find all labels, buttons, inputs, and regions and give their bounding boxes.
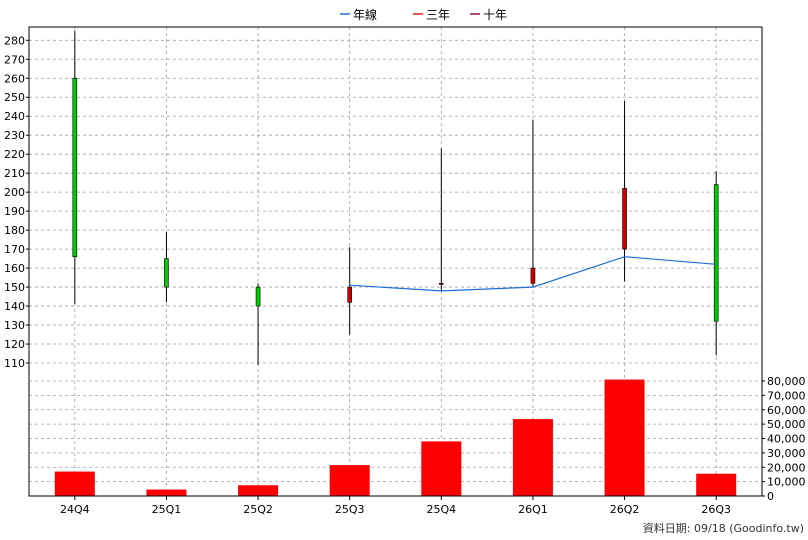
price-tick-label-220: 220 — [4, 148, 25, 161]
x-tick-label-26Q2: 26Q2 — [610, 503, 640, 516]
price-tick-label-140: 140 — [4, 300, 25, 313]
price-axis-ticks: 110 120 130 140 150 160 170 180 190 200 210 220 230 2… — [4, 34, 29, 370]
volume-tick-label-10000: 10,000 — [767, 476, 806, 489]
candlesticks — [72, 30, 719, 365]
price-tick-label-250: 250 — [4, 91, 25, 104]
x-tick-label-26Q1: 26Q1 — [518, 503, 548, 516]
year-line — [349, 256, 717, 292]
x-tick-label-24Q4: 24Q4 — [60, 503, 90, 516]
x-tick-label-25Q2: 25Q2 — [243, 503, 273, 516]
x-tick-label-25Q3: 25Q3 — [335, 503, 365, 516]
x-tick-label-26Q3: 26Q3 — [701, 503, 731, 516]
price-tick-label-180: 180 — [4, 224, 25, 237]
price-tick-label-230: 230 — [4, 129, 25, 142]
volume-bar-25Q1 — [146, 489, 187, 496]
price-tick-label-110: 110 — [4, 357, 25, 370]
volume-bars — [54, 379, 737, 496]
volume-bar-26Q1 — [512, 419, 553, 496]
volume-tick-label-70000: 70,000 — [767, 389, 806, 402]
candle-body-26Q2 — [622, 188, 627, 250]
volume-tick-label-0: 0 — [767, 490, 774, 503]
volume-bar-26Q3 — [696, 473, 737, 496]
x-tick-label-25Q4: 25Q4 — [426, 503, 456, 516]
price-tick-label-170: 170 — [4, 243, 25, 256]
price-tick-label-270: 270 — [4, 53, 25, 66]
price-tick-label-190: 190 — [4, 205, 25, 218]
candle-body-26Q3 — [713, 184, 719, 322]
volume-bar-25Q4 — [421, 441, 462, 496]
legend-label-1: 三年 — [426, 8, 450, 22]
x-tick-label-25Q1: 25Q1 — [152, 503, 182, 516]
price-tick-label-260: 260 — [4, 72, 25, 85]
candle-body-25Q4 — [439, 282, 444, 285]
chart-frame — [28, 26, 763, 497]
candle-body-24Q4 — [72, 77, 78, 258]
candle-body-25Q2 — [255, 286, 261, 307]
volume-tick-label-80000: 80,000 — [767, 375, 806, 388]
price-tick-label-150: 150 — [4, 281, 25, 294]
chart-legend: 年線 三年 十年 — [340, 7, 507, 22]
legend-label-0: 年線 — [353, 7, 377, 22]
footer-source-label: 資料日期: 09/18 (Goodinfo.tw) — [643, 521, 804, 535]
price-tick-label-240: 240 — [4, 110, 25, 123]
volume-bar-25Q3 — [329, 465, 370, 496]
candle-body-25Q1 — [164, 258, 169, 288]
legend-label-2: 十年 — [483, 8, 507, 22]
volume-tick-label-20000: 20,000 — [767, 461, 806, 474]
volume-tick-label-30000: 30,000 — [767, 447, 806, 460]
chart-grid — [29, 27, 762, 496]
candle-body-25Q3 — [347, 286, 352, 303]
candle-body-26Q1 — [530, 267, 536, 284]
x-axis-ticks: 24Q4 25Q1 25Q2 25Q3 25Q4 26Q1 26Q2 26Q3 — [60, 496, 731, 516]
volume-bar-24Q4 — [54, 471, 95, 496]
price-tick-label-160: 160 — [4, 262, 25, 275]
volume-bar-25Q2 — [238, 485, 279, 496]
price-tick-label-280: 280 — [4, 34, 25, 47]
price-tick-label-200: 200 — [4, 186, 25, 199]
plot-border — [28, 26, 763, 497]
price-tick-label-130: 130 — [4, 319, 25, 332]
price-tick-label-210: 210 — [4, 167, 25, 180]
volume-bar-26Q2 — [604, 379, 645, 496]
volume-tick-label-50000: 50,000 — [767, 418, 806, 431]
volume-tick-label-40000: 40,000 — [767, 433, 806, 446]
price-tick-label-120: 120 — [4, 338, 25, 351]
volume-tick-label-60000: 60,000 — [767, 404, 806, 417]
year-line-series — [349, 256, 717, 292]
